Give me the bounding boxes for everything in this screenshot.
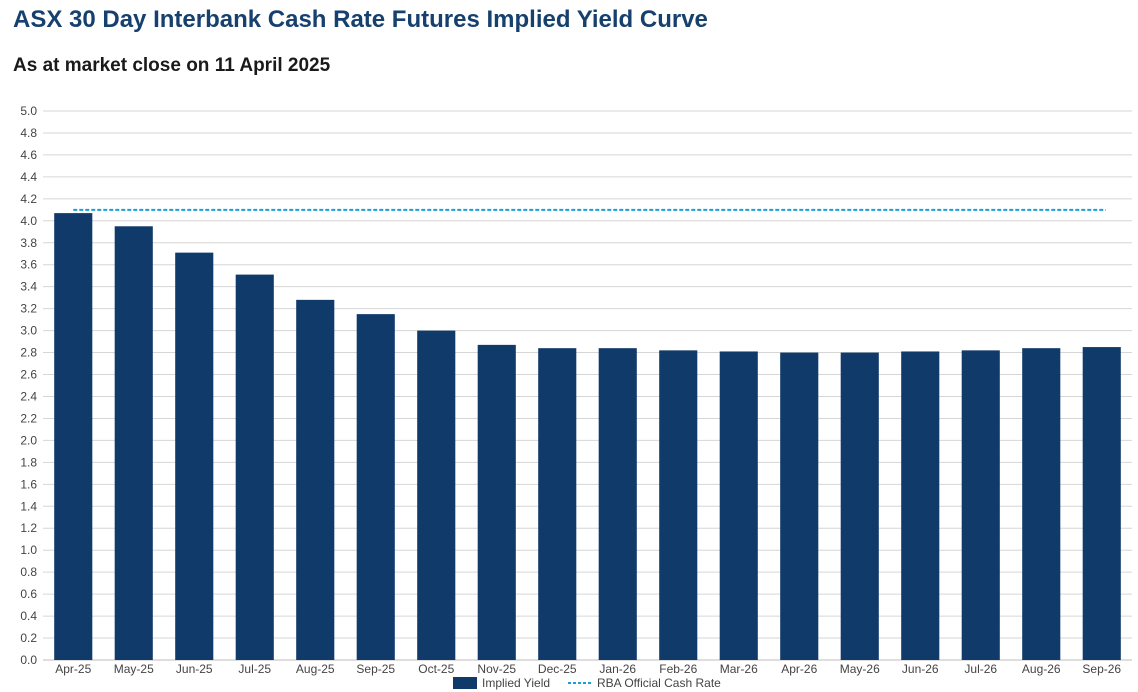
bar-jul-25 [235,274,274,660]
x-tick-label: Apr-26 [781,662,817,676]
y-tick-label: 2.6 [20,368,37,382]
y-tick-label: 1.6 [20,477,37,491]
y-tick-label: 2.2 [20,411,37,425]
x-tick-label: Apr-25 [55,662,91,676]
y-tick-label: 4.2 [20,192,37,206]
bar-dec-25 [538,348,577,660]
x-axis-ticks: Apr-25 May-25 Jun-25 Jul-25 Aug-25 Sep-25 Oct-… [55,662,1121,676]
bar-jan-26 [598,348,637,660]
y-tick-label: 3.2 [20,302,37,316]
y-tick-label: 4.8 [20,126,37,140]
y-tick-label: 3.0 [20,324,37,338]
x-tick-label: Sep-25 [356,662,395,676]
x-tick-label: Aug-26 [1022,662,1061,676]
bar-sep-25 [356,314,395,660]
x-tick-label: May-25 [114,662,154,676]
legend: Implied Yield RBA Official Cash Rate [453,676,721,690]
bar-apr-25 [54,213,93,660]
bar-jul-26 [961,350,1000,660]
bar-jun-25 [175,252,214,660]
x-tick-label: Feb-26 [659,662,697,676]
x-tick-label: Jun-25 [176,662,213,676]
bar-aug-25 [296,299,335,660]
bar-aug-26 [1022,348,1061,660]
y-tick-label: 0.0 [20,653,37,667]
bar-feb-26 [659,350,698,660]
x-tick-label: Jul-25 [238,662,271,676]
bar-oct-25 [417,330,456,660]
y-tick-label: 3.8 [20,236,37,250]
y-tick-label: 2.4 [20,389,37,403]
x-tick-label: Aug-25 [296,662,335,676]
x-tick-label: Jan-26 [599,662,636,676]
x-tick-label: Mar-26 [720,662,758,676]
chart-subtitle: As at market close on 11 April 2025 [13,55,331,76]
x-tick-label: Nov-25 [477,662,516,676]
y-tick-label: 4.0 [20,214,37,228]
y-tick-label: 1.2 [20,521,37,535]
bar-may-25 [114,226,153,661]
x-tick-label: Dec-25 [538,662,577,676]
y-tick-label: 0.4 [20,609,37,623]
y-tick-label: 0.2 [20,631,37,645]
y-tick-label: 0.8 [20,565,37,579]
x-tick-label: Jun-26 [902,662,939,676]
legend-swatch-implied-yield [453,677,477,689]
y-tick-label: 1.0 [20,543,37,557]
y-tick-label: 3.4 [20,280,37,294]
y-tick-label: 1.8 [20,455,37,469]
x-tick-label: Sep-26 [1082,662,1121,676]
x-tick-label: May-26 [840,662,880,676]
y-tick-label: 1.4 [20,499,37,513]
x-tick-label: Oct-25 [418,662,454,676]
y-tick-label: 5.0 [20,104,37,118]
y-tick-label: 3.6 [20,258,37,272]
bar-nov-25 [477,344,516,660]
bar-sep-26 [1082,347,1121,660]
y-tick-label: 4.6 [20,148,37,162]
y-tick-label: 2.8 [20,346,37,360]
legend-label-implied-yield: Implied Yield [482,676,550,690]
bar-jun-26 [901,351,940,660]
y-tick-label: 2.0 [20,433,37,447]
bar-mar-26 [719,351,758,660]
y-tick-label: 0.6 [20,587,37,601]
y-tick-label: 4.4 [20,170,37,184]
bar-apr-26 [780,352,819,660]
bar-may-26 [840,352,879,660]
chart-title: ASX 30 Day Interbank Cash Rate Futures I… [13,6,708,33]
bars [54,213,1121,661]
x-tick-label: Jul-26 [964,662,997,676]
grid-lines [43,110,1132,661]
legend-label-rba-cash-rate: RBA Official Cash Rate [597,676,721,690]
y-axis-ticks: 0.0 0.2 0.4 0.6 0.8 1.0 1.2 1.4 1.6 1.8 2.0 2.2 2.4 2… [20,104,37,667]
